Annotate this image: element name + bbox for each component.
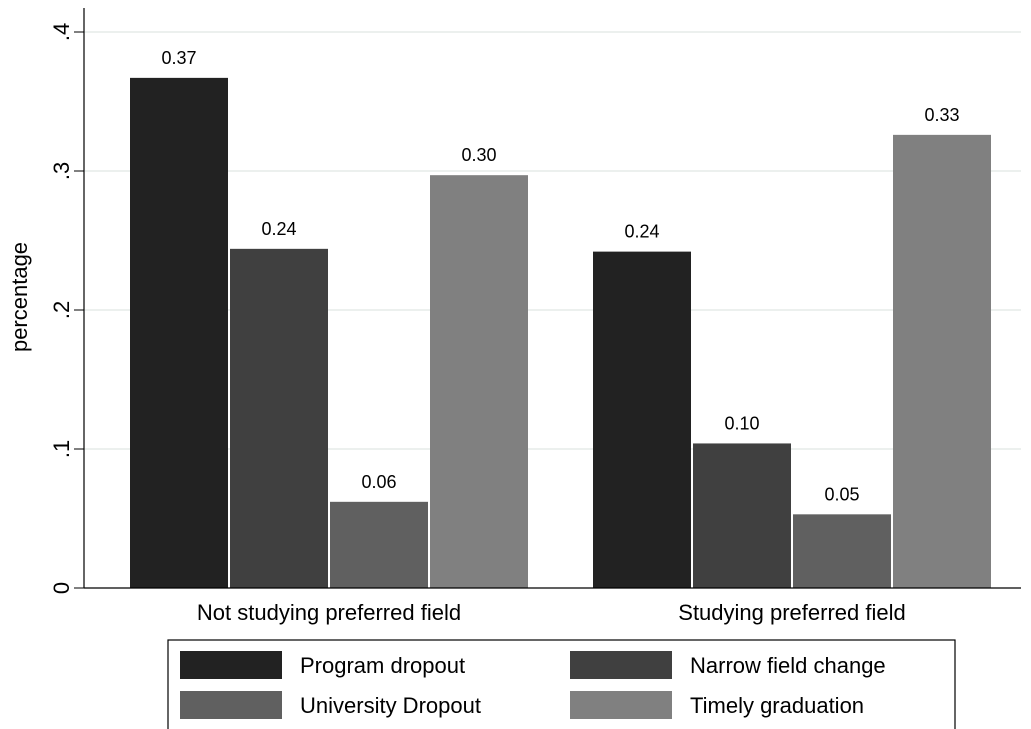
legend: Program dropout Narrow field change Univer… <box>167 639 956 729</box>
bar-value-label: 0.24 <box>261 219 296 239</box>
bar-value-label: 0.33 <box>924 105 959 125</box>
legend-label: University Dropout <box>300 693 481 718</box>
y-axis: 0 .1 .2 .3 .4 <box>49 8 85 594</box>
legend-swatch <box>180 691 282 719</box>
legend-label: Narrow field change <box>690 653 886 678</box>
legend-label: Timely graduation <box>690 693 864 718</box>
legend-swatch <box>570 651 672 679</box>
bar-value-label: 0.10 <box>724 413 759 433</box>
bar-value-label: 0.06 <box>361 472 396 492</box>
y-tick-label: .1 <box>49 440 74 458</box>
legend-swatch <box>180 651 282 679</box>
x-category-label: Not studying preferred field <box>197 600 461 625</box>
bar <box>893 134 991 589</box>
value-labels: 0.37 0.24 0.06 0.30 0.24 0.10 0.05 0.33 <box>161 48 959 504</box>
bar-value-label: 0.30 <box>461 145 496 165</box>
bar-value-label: 0.37 <box>161 48 196 68</box>
bar <box>793 514 891 588</box>
x-axis: Not studying preferred field Studying pre… <box>84 587 1021 625</box>
bar-value-label: 0.24 <box>624 222 659 242</box>
bar <box>330 501 428 588</box>
bar <box>230 248 328 588</box>
legend-label: Program dropout <box>300 653 465 678</box>
bar <box>130 77 228 589</box>
y-tick-label: .2 <box>49 301 74 319</box>
bars <box>130 77 991 589</box>
y-tick-label: .4 <box>49 23 74 41</box>
y-axis-label: percentage <box>7 242 32 352</box>
x-category-label: Studying preferred field <box>678 600 905 625</box>
bar-value-label: 0.05 <box>824 484 859 504</box>
y-tick-label: 0 <box>49 582 74 594</box>
bar <box>693 443 791 588</box>
bar <box>593 251 691 588</box>
legend-box <box>167 639 956 729</box>
y-tick-label: .3 <box>49 162 74 180</box>
bar <box>430 175 528 589</box>
legend-swatch <box>570 691 672 719</box>
